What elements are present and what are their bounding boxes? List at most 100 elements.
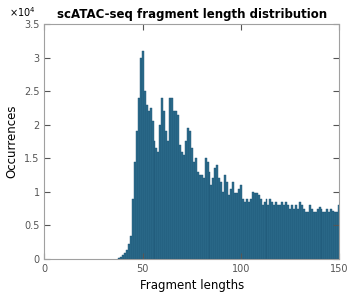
Bar xyxy=(154,142,155,259)
X-axis label: Fragment lengths: Fragment lengths xyxy=(140,280,244,292)
Title: scATAC-seq fragment length distribution: scATAC-seq fragment length distribution xyxy=(57,8,327,21)
Bar xyxy=(287,205,289,259)
Bar xyxy=(313,212,315,259)
Bar xyxy=(291,205,293,259)
Bar xyxy=(325,212,326,259)
Bar xyxy=(136,131,138,259)
Bar xyxy=(326,209,329,259)
Bar xyxy=(132,198,134,259)
Bar xyxy=(173,111,175,259)
Bar xyxy=(275,202,277,259)
Bar xyxy=(145,105,148,259)
Bar xyxy=(167,142,169,259)
Bar xyxy=(220,182,222,259)
Bar xyxy=(309,205,311,259)
Bar xyxy=(209,172,211,259)
Bar xyxy=(305,212,307,259)
Bar xyxy=(279,205,281,259)
Bar xyxy=(334,212,336,259)
Bar xyxy=(126,250,128,259)
Bar xyxy=(242,198,244,259)
Bar xyxy=(238,189,240,259)
Bar xyxy=(128,244,130,259)
Bar xyxy=(122,255,124,259)
Bar xyxy=(211,185,212,259)
Bar xyxy=(319,207,320,259)
Bar xyxy=(216,165,218,259)
Bar xyxy=(142,51,144,259)
Bar xyxy=(283,205,285,259)
Bar xyxy=(218,179,220,259)
Bar xyxy=(248,202,250,259)
Bar xyxy=(197,172,199,259)
Bar xyxy=(148,111,150,259)
Bar xyxy=(189,131,191,259)
Bar xyxy=(293,209,295,259)
Bar xyxy=(201,175,202,259)
Bar xyxy=(281,202,283,259)
Bar xyxy=(185,142,187,259)
Bar xyxy=(212,179,215,259)
Bar xyxy=(254,193,256,259)
Bar xyxy=(297,209,299,259)
Bar xyxy=(232,182,234,259)
Bar xyxy=(226,182,228,259)
Bar xyxy=(234,193,236,259)
Bar xyxy=(268,205,269,259)
Bar xyxy=(165,131,167,259)
Bar xyxy=(311,209,313,259)
Bar xyxy=(316,209,319,259)
Bar xyxy=(199,175,201,259)
Bar xyxy=(163,111,165,259)
Bar xyxy=(171,98,173,259)
Bar xyxy=(202,179,205,259)
Bar xyxy=(301,205,303,259)
Bar xyxy=(262,205,263,259)
Bar xyxy=(336,212,338,259)
Bar xyxy=(295,205,297,259)
Bar xyxy=(161,98,163,259)
Bar xyxy=(155,148,158,259)
Bar xyxy=(179,145,181,259)
Bar xyxy=(224,175,226,259)
Bar xyxy=(183,155,185,259)
Y-axis label: Occurrences: Occurrences xyxy=(6,105,18,178)
Bar xyxy=(259,198,262,259)
Bar xyxy=(330,209,332,259)
Bar xyxy=(240,185,242,259)
Bar xyxy=(244,202,246,259)
Bar xyxy=(144,91,145,259)
Bar xyxy=(230,189,232,259)
Bar xyxy=(195,158,197,259)
Bar xyxy=(222,192,224,259)
Bar xyxy=(120,257,122,259)
Bar xyxy=(207,162,209,259)
Bar xyxy=(205,158,207,259)
Bar xyxy=(138,98,140,259)
Bar xyxy=(307,212,309,259)
Bar xyxy=(130,235,132,259)
Bar xyxy=(299,202,301,259)
Bar xyxy=(322,212,325,259)
Bar xyxy=(215,168,216,259)
Bar xyxy=(191,148,193,259)
Bar xyxy=(118,258,120,259)
Bar xyxy=(266,198,268,259)
Bar xyxy=(252,192,254,259)
Bar xyxy=(158,152,159,259)
Bar xyxy=(263,202,266,259)
Bar xyxy=(175,111,177,259)
Bar xyxy=(134,162,136,259)
Bar xyxy=(269,198,272,259)
Bar xyxy=(256,193,258,259)
Bar xyxy=(329,212,330,259)
Bar xyxy=(277,205,279,259)
Bar xyxy=(320,209,322,259)
Bar xyxy=(250,198,252,259)
Bar xyxy=(258,195,259,259)
Bar xyxy=(150,108,152,259)
Bar xyxy=(152,121,154,259)
Bar xyxy=(177,115,179,259)
Bar xyxy=(272,202,273,259)
Bar xyxy=(332,211,334,259)
